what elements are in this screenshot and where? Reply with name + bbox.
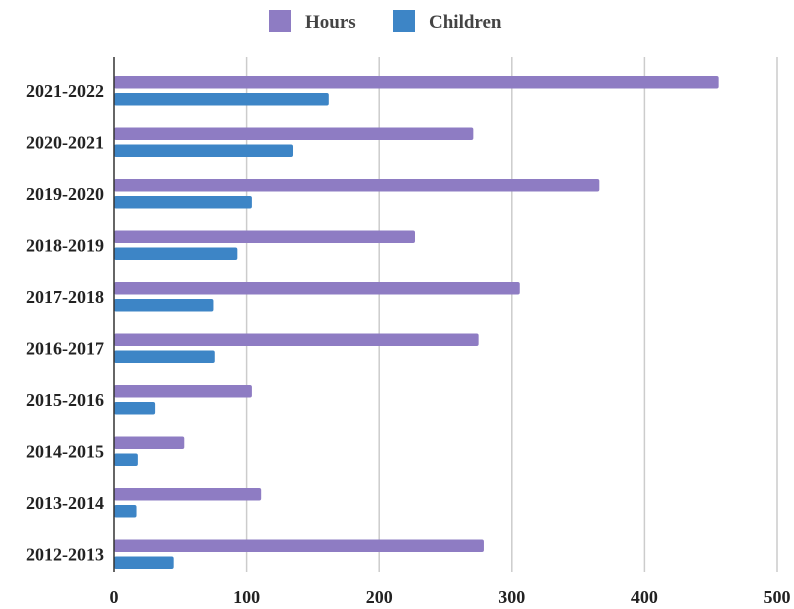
y-tick-label-2012-2013: 2012-2013: [26, 545, 104, 565]
bar-hours-2015-2016: [114, 385, 252, 398]
bar-hours-2018-2019: [114, 230, 416, 243]
x-tick-label-0: 0: [110, 587, 119, 607]
legend-label-hours: Hours: [305, 12, 356, 33]
bar-children-2021-2022: [114, 93, 329, 106]
bar-hours-2016-2017: [114, 333, 479, 346]
x-axis-labels: 0 100 200 300 400 500: [110, 587, 791, 607]
bar-children-2018-2019: [114, 247, 238, 260]
y-tick-label-2019-2020: 2019-2020: [26, 184, 104, 204]
bar-hours-2017-2018: [114, 282, 520, 295]
x-tick-label-500: 500: [764, 587, 791, 607]
x-tick-label-400: 400: [631, 587, 658, 607]
gridlines: [245, 57, 778, 572]
y-tick-label-2016-2017: 2016-2017: [26, 339, 104, 359]
legend-label-children: Children: [429, 12, 502, 33]
bars: [114, 76, 719, 569]
bar-hours-2014-2015: [114, 436, 185, 449]
bar-children-2017-2018: [114, 299, 214, 312]
legend-swatch-hours: [269, 10, 291, 32]
y-tick-label-2018-2019: 2018-2019: [26, 236, 104, 256]
y-tick-label-2017-2018: 2017-2018: [26, 287, 104, 307]
bar-children-2016-2017: [114, 350, 215, 363]
bar-children-2013-2014: [114, 505, 137, 518]
bar-hours-2020-2021: [114, 127, 474, 140]
bar-children-2020-2021: [114, 144, 294, 157]
y-axis-labels: 2021-2022 2020-2021 2019-2020 2018-2019 2017…: [26, 81, 104, 565]
bar-children-2019-2020: [114, 196, 252, 209]
y-tick-label-2013-2014: 2013-2014: [26, 493, 104, 513]
y-tick-label-2014-2015: 2014-2015: [26, 442, 104, 462]
bar-children-2014-2015: [114, 453, 138, 466]
bar-hours-2013-2014: [114, 488, 262, 501]
bar-children-2012-2013: [114, 556, 174, 569]
bar-hours-2012-2013: [114, 539, 484, 552]
x-tick-label-300: 300: [498, 587, 525, 607]
y-tick-label-2021-2022: 2021-2022: [26, 81, 104, 101]
y-tick-label-2015-2016: 2015-2016: [26, 390, 104, 410]
legend: Hours Children: [269, 10, 502, 33]
bar-children-2015-2016: [114, 402, 156, 415]
bar-hours-2019-2020: [114, 179, 600, 192]
x-tick-label-100: 100: [233, 587, 260, 607]
x-tick-label-200: 200: [366, 587, 393, 607]
bar-hours-2021-2022: [114, 76, 719, 89]
legend-swatch-children: [393, 10, 415, 32]
y-tick-label-2020-2021: 2020-2021: [26, 133, 104, 153]
